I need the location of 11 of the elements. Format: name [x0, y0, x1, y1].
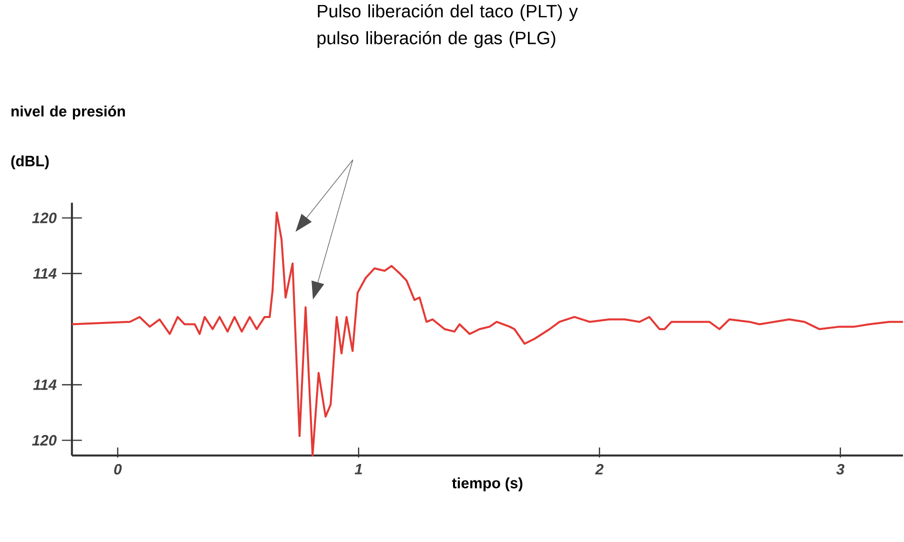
text: 120 — [32, 434, 57, 446]
x-tick-label: 2 — [595, 464, 604, 474]
text: 120 — [32, 212, 57, 224]
text: 114 — [33, 268, 57, 278]
text: 114 — [33, 379, 57, 390]
x-tick-label: 1 — [354, 464, 362, 474]
text: nivel de presión (dBL) — [11, 105, 125, 170]
text: Pulso liberación del taco (PLT) y pulso liberación de gas (PLG) — [318, 4, 578, 48]
x-tick-label: 0 — [114, 464, 122, 474]
x-tick-label: 3 — [836, 464, 844, 474]
x-axis-title: tiempo (s) — [452, 477, 522, 492]
